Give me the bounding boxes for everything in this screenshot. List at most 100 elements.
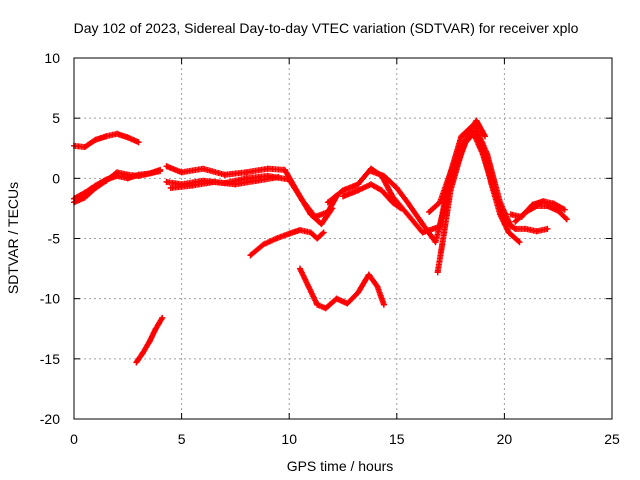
data-point bbox=[389, 199, 396, 206]
data-point bbox=[563, 216, 570, 223]
data-point bbox=[296, 265, 303, 272]
x-tick-label: 10 bbox=[281, 431, 297, 447]
data-point bbox=[434, 269, 441, 276]
data-point bbox=[507, 211, 514, 218]
data-point bbox=[426, 209, 433, 216]
y-axis-label: SDTVAR / TECUs bbox=[5, 182, 21, 294]
x-tick-label: 25 bbox=[604, 431, 620, 447]
data-point bbox=[163, 163, 170, 170]
x-tick-label: 0 bbox=[70, 431, 78, 447]
series-arc-7 bbox=[167, 174, 282, 191]
y-tick-label: 5 bbox=[52, 110, 60, 126]
data-point bbox=[374, 283, 381, 290]
data-point bbox=[447, 187, 454, 194]
data-point bbox=[505, 229, 512, 236]
series-arc-9 bbox=[296, 265, 387, 312]
data-point bbox=[522, 225, 529, 232]
x-axis-label: GPS time / hours bbox=[287, 458, 394, 474]
data-point bbox=[92, 136, 99, 143]
data-point bbox=[264, 165, 271, 172]
data-point bbox=[133, 359, 140, 366]
data-point bbox=[299, 196, 306, 203]
data-trace bbox=[163, 163, 336, 228]
data-point bbox=[333, 295, 340, 302]
data-point bbox=[522, 209, 529, 216]
data-point bbox=[81, 189, 88, 196]
data-point bbox=[512, 225, 519, 232]
data-point bbox=[210, 178, 217, 185]
data-point bbox=[355, 289, 362, 296]
data-point bbox=[307, 229, 314, 236]
data-point bbox=[324, 199, 331, 206]
data-point bbox=[296, 227, 303, 234]
data-point bbox=[103, 176, 110, 183]
data-point bbox=[139, 349, 146, 356]
data-point bbox=[221, 171, 228, 178]
data-point bbox=[561, 206, 568, 213]
axis-ticks: 0 5 10 15 20 25 -20 -15 -10 -5 0 5 10 bbox=[40, 50, 620, 447]
data-point bbox=[312, 213, 319, 220]
data-point bbox=[544, 203, 551, 210]
data-point bbox=[436, 199, 443, 206]
data-point bbox=[550, 200, 557, 207]
data-point bbox=[516, 239, 523, 246]
data-point bbox=[124, 175, 131, 182]
data-point bbox=[340, 193, 346, 200]
data-point bbox=[159, 314, 166, 321]
chart-title: Day 102 of 2023, Sidereal Day-to-day VTE… bbox=[74, 20, 579, 36]
data-point bbox=[320, 229, 327, 236]
series-arc-4 bbox=[133, 314, 166, 366]
data-point bbox=[473, 117, 480, 124]
data-point bbox=[114, 130, 121, 137]
data-point bbox=[260, 241, 267, 248]
data-trace bbox=[297, 265, 387, 312]
data-point bbox=[441, 205, 448, 212]
data-point bbox=[163, 178, 170, 185]
data-point bbox=[275, 174, 282, 181]
data-point bbox=[380, 301, 387, 308]
y-tick-label: -10 bbox=[40, 291, 60, 307]
data-point bbox=[281, 166, 288, 173]
data-point bbox=[378, 187, 385, 194]
data-point bbox=[92, 182, 99, 189]
data-point bbox=[533, 203, 540, 210]
data-point bbox=[501, 217, 508, 224]
data-point bbox=[419, 221, 426, 228]
data-point bbox=[305, 283, 312, 290]
data-point bbox=[380, 172, 387, 179]
series-arc-6 bbox=[163, 172, 340, 220]
data-point bbox=[167, 184, 174, 191]
data-point bbox=[243, 169, 250, 176]
data-point bbox=[340, 187, 346, 194]
data-point bbox=[157, 168, 164, 175]
series-arc-16 bbox=[512, 203, 570, 225]
data-point bbox=[512, 218, 519, 225]
data-point bbox=[432, 239, 439, 246]
x-tick-label: 15 bbox=[389, 431, 405, 447]
data-point bbox=[322, 305, 329, 312]
x-tick-label: 5 bbox=[178, 431, 186, 447]
data-point bbox=[178, 169, 185, 176]
data-point bbox=[419, 229, 426, 236]
data-point bbox=[146, 170, 153, 177]
data-point bbox=[469, 127, 476, 134]
data-point bbox=[286, 230, 293, 237]
series-arc-1 bbox=[71, 130, 142, 151]
data-point bbox=[344, 300, 351, 307]
data-point bbox=[367, 168, 374, 175]
series-arc-8 bbox=[247, 227, 327, 259]
data-trace bbox=[247, 227, 327, 259]
x-tick-label: 20 bbox=[497, 431, 513, 447]
data-point bbox=[135, 139, 142, 146]
y-tick-label: 0 bbox=[52, 170, 60, 186]
data-point bbox=[189, 182, 196, 189]
data-point bbox=[273, 235, 280, 242]
data-point bbox=[482, 133, 489, 140]
data-point bbox=[533, 228, 540, 235]
data-point bbox=[232, 181, 239, 188]
series-arc-11 bbox=[340, 181, 405, 212]
data-point bbox=[458, 133, 465, 140]
data-point bbox=[318, 221, 325, 228]
data-point bbox=[200, 165, 207, 172]
